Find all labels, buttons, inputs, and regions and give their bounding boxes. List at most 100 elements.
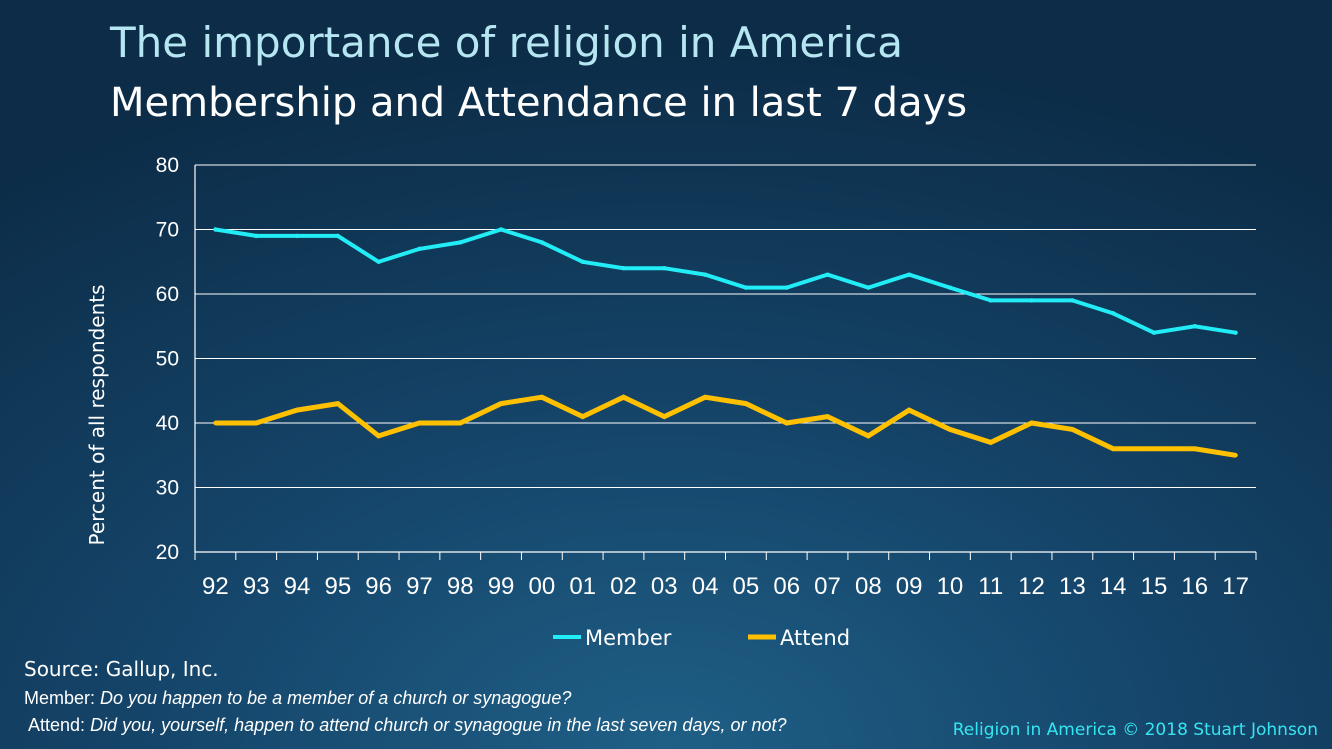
series-line-member: [215, 227, 1236, 335]
point-attend-12: [1029, 420, 1034, 426]
attend-question-note: Attend: Did you, yourself, happen to att…: [28, 715, 787, 735]
x-tick-95: 95: [324, 573, 351, 600]
x-tick-10: 10: [937, 573, 964, 600]
axes: [194, 165, 1257, 560]
y-tick-50: 50: [156, 348, 179, 371]
point-member-09: [906, 272, 912, 277]
x-tick-99: 99: [488, 573, 515, 600]
x-tick-14: 14: [1100, 573, 1127, 600]
point-attend-13: [1070, 427, 1075, 432]
y-tick-20: 20: [156, 541, 179, 564]
y-tick-80: 80: [156, 154, 179, 177]
x-tick-96: 96: [365, 573, 392, 600]
point-attend-02: [621, 395, 626, 400]
point-attend-94: [294, 407, 300, 413]
point-attend-14: [1110, 446, 1116, 451]
x-tick-11: 11: [978, 573, 1003, 600]
source-note: Source: Gallup, Inc.: [24, 657, 219, 681]
point-attend-96: [376, 433, 381, 439]
point-attend-10: [947, 427, 953, 432]
point-attend-15: [1151, 446, 1157, 451]
point-member-12: [1029, 298, 1034, 303]
y-tick-labels: 20 30 40 50 60 70 80: [156, 154, 179, 564]
x-tick-03: 03: [651, 573, 678, 600]
x-tick-94: 94: [284, 573, 311, 600]
point-attend-04: [702, 395, 708, 400]
point-member-96: [376, 259, 381, 264]
point-member-07: [825, 272, 830, 277]
x-tick-12: 12: [1018, 573, 1045, 600]
x-tick-labels: 92 93 94 95 96 97 98 99 00 01 02 03 04 05 06 07 08 09 10 11…: [202, 573, 1249, 600]
x-tick-04: 04: [692, 573, 719, 600]
x-tick-17: 17: [1222, 573, 1249, 600]
point-member-03: [662, 266, 667, 271]
x-tick-05: 05: [733, 573, 760, 600]
point-member-05: [743, 285, 749, 290]
point-attend-98: [458, 420, 463, 426]
legend: Member Attend: [553, 626, 850, 650]
point-member-08: [866, 285, 871, 290]
y-tick-70: 70: [156, 219, 179, 242]
x-tick-08: 08: [855, 573, 882, 600]
point-member-02: [621, 266, 626, 271]
x-tick-98: 98: [447, 573, 474, 600]
point-attend-07: [825, 414, 830, 419]
point-attend-03: [662, 414, 667, 419]
legend-label-attend: Attend: [780, 626, 850, 650]
point-member-95: [335, 233, 341, 239]
point-member-97: [417, 246, 422, 252]
x-tick-92: 92: [202, 573, 229, 600]
point-attend-99: [498, 401, 504, 406]
point-attend-09: [906, 407, 912, 413]
point-member-01: [580, 259, 585, 264]
copyright-note: Religion in America © 2018 Stuart Johnso…: [952, 720, 1318, 740]
x-tick-01: 01: [569, 573, 596, 600]
x-tick-13: 13: [1059, 573, 1086, 600]
x-tick-02: 02: [610, 573, 637, 600]
x-tick-97: 97: [406, 573, 433, 600]
legend-label-member: Member: [585, 626, 672, 650]
x-tick-93: 93: [243, 573, 270, 600]
y-axis-label: Percent of all respondents: [85, 284, 109, 545]
x-tick-06: 06: [773, 573, 800, 600]
x-tick-09: 09: [896, 573, 923, 600]
chart-subtitle: Membership and Attendance in last 7 days: [110, 80, 968, 126]
point-attend-01: [580, 414, 585, 419]
point-member-16: [1192, 324, 1197, 329]
y-tick-40: 40: [156, 412, 179, 435]
point-member-15: [1151, 330, 1157, 335]
point-member-99: [498, 227, 504, 232]
point-attend-95: [335, 401, 341, 406]
point-attend-11: [988, 440, 993, 445]
member-question-text: Do you happen to be a member of a church…: [100, 688, 572, 708]
point-member-98: [458, 240, 463, 245]
point-member-14: [1110, 311, 1116, 316]
point-member-17: [1233, 330, 1238, 335]
point-attend-93: [254, 420, 259, 426]
point-member-10: [947, 285, 953, 290]
member-question-note: Member: Do you happen to be a member of …: [24, 688, 572, 708]
x-tick-07: 07: [814, 573, 841, 600]
point-member-06: [784, 285, 789, 290]
point-attend-92: [213, 420, 218, 426]
point-member-00: [539, 240, 545, 245]
x-tick-16: 16: [1181, 573, 1208, 600]
point-member-04: [702, 272, 708, 277]
point-attend-97: [417, 420, 422, 426]
member-note-label: Member: [24, 688, 91, 708]
attend-note-label: Attend: [28, 715, 81, 735]
series-line-attend: [215, 394, 1236, 458]
x-tick-15: 15: [1141, 573, 1168, 600]
point-attend-17: [1233, 453, 1238, 458]
point-member-13: [1070, 298, 1075, 303]
point-attend-06: [784, 420, 789, 426]
point-attend-00: [539, 395, 545, 400]
x-tick-00: 00: [529, 573, 556, 600]
point-member-11: [988, 298, 993, 303]
point-attend-05: [743, 401, 749, 406]
point-member-94: [294, 233, 300, 239]
point-member-92: [213, 227, 218, 232]
point-attend-08: [866, 433, 871, 439]
point-member-93: [254, 233, 259, 239]
